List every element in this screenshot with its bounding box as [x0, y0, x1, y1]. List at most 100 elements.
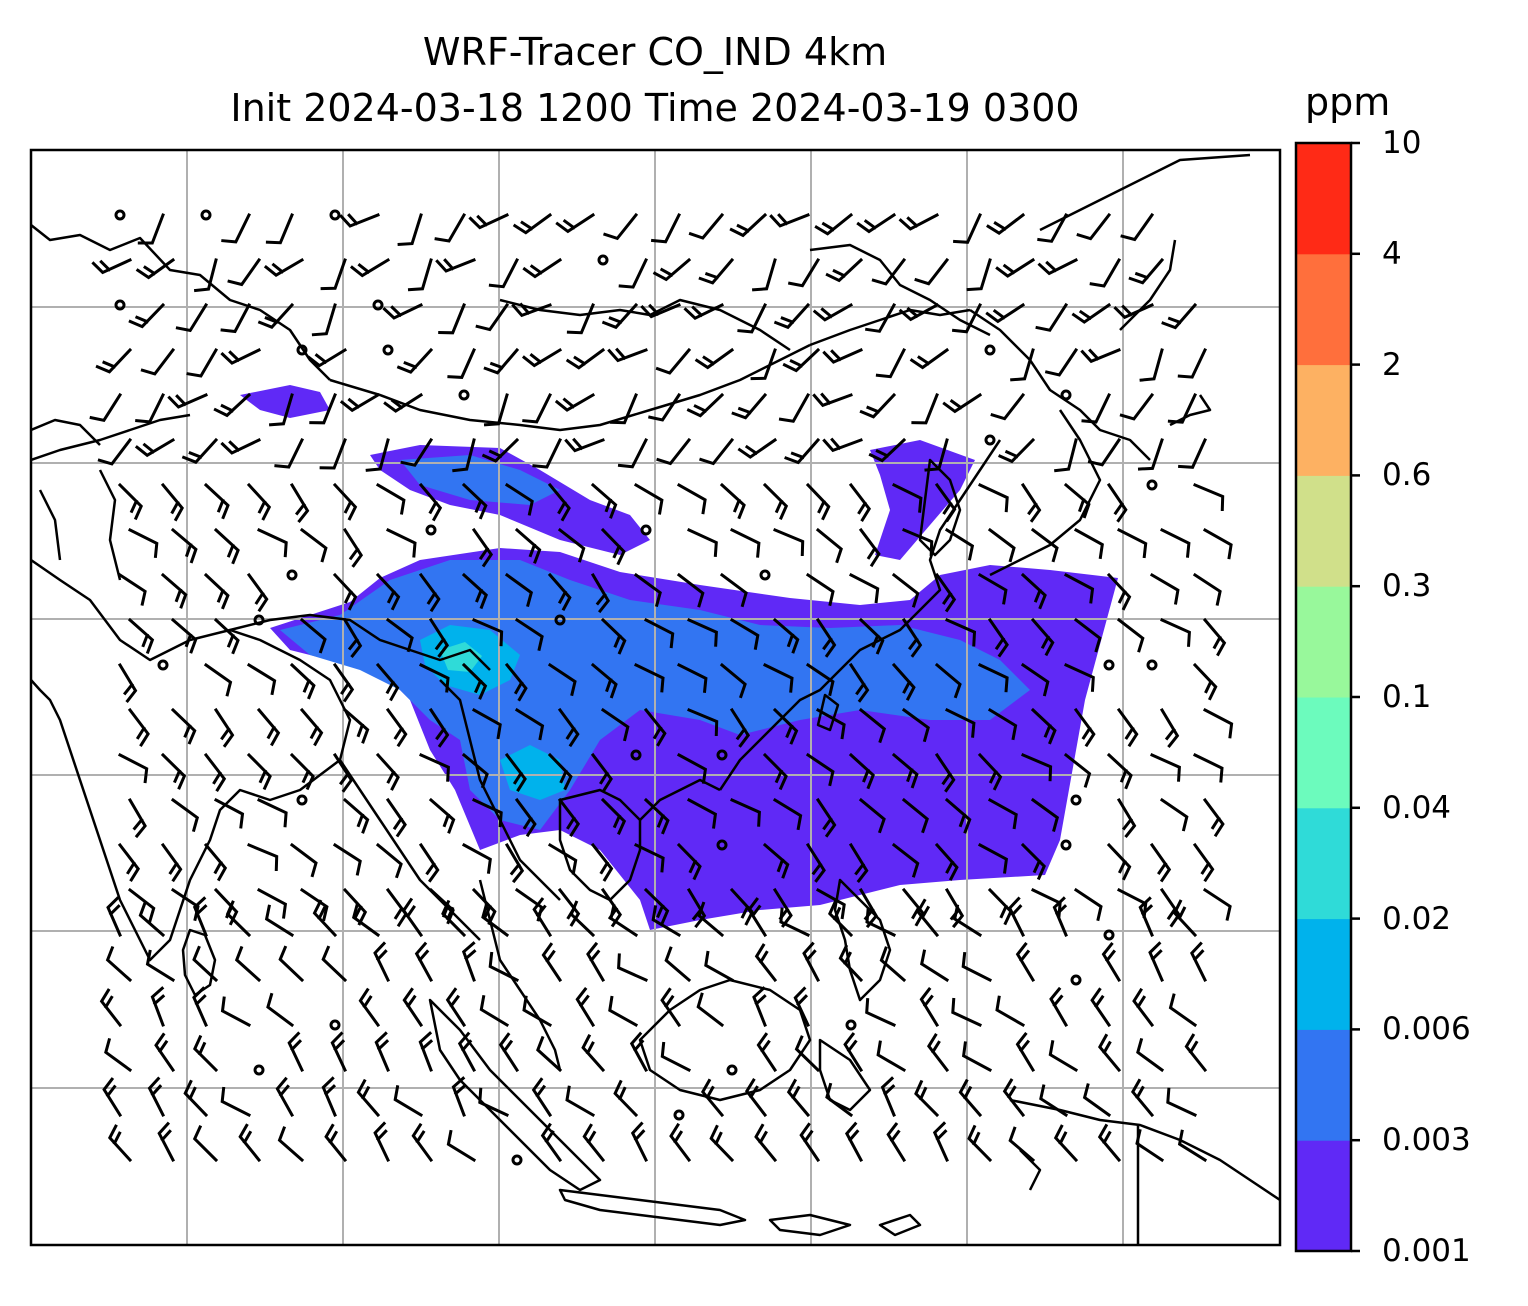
wind-barb — [942, 392, 983, 414]
wind-barb — [1081, 392, 1112, 424]
wind-barb — [858, 707, 887, 744]
wind-barb — [419, 753, 450, 782]
wind-barb — [375, 482, 406, 515]
wind-barb — [1149, 842, 1172, 883]
wind-barb — [309, 393, 337, 425]
wind-barb — [1053, 1124, 1079, 1163]
calm-wind-circle — [1060, 839, 1072, 851]
wind-barb — [1113, 303, 1154, 320]
wind-barb — [418, 482, 443, 522]
wind-barb — [719, 482, 746, 520]
wind-barb — [135, 392, 166, 424]
wind-barb — [901, 797, 929, 834]
wind-barb — [170, 887, 200, 922]
wind-barb — [985, 302, 1026, 324]
wind-barb — [536, 1035, 563, 1073]
wind-barbs — [89, 209, 1234, 1166]
wind-barb — [461, 941, 477, 982]
wind-barb — [428, 617, 450, 658]
colorbar — [1296, 141, 1360, 1253]
wind-barb — [220, 302, 252, 334]
wind-barb — [617, 437, 649, 469]
wind-barb — [844, 1121, 864, 1163]
wind-barb — [977, 752, 1003, 791]
wind-barb — [934, 752, 956, 793]
wind-barb — [876, 1040, 907, 1073]
wind-barb — [891, 662, 916, 701]
wind-barb — [1101, 941, 1122, 983]
wind-barb — [95, 347, 133, 374]
wind-barb — [1073, 527, 1104, 560]
wind-barb — [700, 1078, 725, 1118]
wind-barb — [600, 617, 627, 655]
wind-barb — [617, 953, 648, 982]
map-title-line1: WRF-Tracer CO_IND 4km — [422, 30, 888, 74]
wind-barb — [618, 258, 648, 289]
wind-barb — [257, 798, 288, 828]
wind-barb — [547, 572, 572, 612]
wind-barb — [382, 302, 424, 320]
wind-barb — [330, 1031, 347, 1072]
wind-barb — [1137, 438, 1164, 471]
wind-barb — [1202, 527, 1233, 560]
wind-barb — [1048, 1040, 1079, 1073]
wind-barb — [441, 899, 467, 938]
wind-barb — [1193, 483, 1225, 512]
wind-barb — [256, 887, 288, 919]
wind-barb — [858, 617, 885, 655]
wind-barb — [812, 392, 853, 408]
wind-barb — [590, 662, 618, 699]
wind-barb — [805, 662, 835, 697]
wind-barb — [848, 662, 870, 703]
wind-barb — [225, 900, 252, 938]
colorbar-tick-label: 0.006 — [1382, 1011, 1471, 1048]
wind-barb — [1172, 899, 1198, 938]
wind-barb — [532, 437, 563, 469]
calm-wind-circle — [253, 614, 265, 626]
wind-barb — [342, 887, 368, 926]
wind-barb — [257, 528, 288, 558]
coastline-borneo — [638, 978, 812, 1102]
wind-barb — [134, 437, 176, 458]
calm-wind-circle — [425, 524, 437, 536]
wind-barb — [687, 528, 718, 558]
coastline-new-guinea — [1009, 1098, 1280, 1202]
wind-barb — [402, 987, 424, 1028]
wind-barb — [1044, 347, 1079, 377]
wind-barb — [511, 302, 552, 318]
wind-barb — [754, 943, 778, 983]
wind-barb — [1148, 941, 1164, 982]
wind-barb — [794, 1035, 821, 1073]
wind-barb — [1159, 707, 1180, 749]
wind-barb — [289, 662, 316, 700]
wind-barb — [1035, 302, 1069, 332]
wind-barb — [275, 1076, 295, 1118]
wind-barb — [192, 1125, 219, 1163]
wind-barb — [385, 617, 414, 653]
wind-barb — [998, 437, 1036, 464]
wind-barb — [483, 393, 509, 427]
wind-barb — [879, 946, 907, 983]
wind-barb — [565, 347, 606, 370]
wind-barb — [97, 437, 133, 466]
wind-barb — [203, 572, 230, 610]
wind-barb — [1063, 752, 1092, 788]
wind-barb — [977, 842, 1009, 874]
wind-barb — [752, 986, 767, 1027]
wind-barb — [1020, 662, 1050, 697]
wind-barb — [299, 707, 324, 747]
colorbar-unit: ppm — [1305, 80, 1391, 124]
colorbar-segment — [1296, 253, 1351, 366]
wind-barb — [299, 527, 328, 563]
wind-barb — [514, 707, 545, 741]
wind-barb — [630, 1121, 649, 1163]
wind-barb — [461, 572, 488, 610]
wind-barb — [683, 302, 725, 321]
calm-wind-circle — [759, 569, 771, 581]
wind-barb — [1119, 392, 1155, 421]
wind-barb — [461, 662, 488, 700]
colorbar-tick-label: 2 — [1382, 346, 1402, 383]
wind-barb — [160, 752, 187, 790]
wind-barb — [127, 527, 159, 559]
wind-barb — [246, 662, 277, 696]
